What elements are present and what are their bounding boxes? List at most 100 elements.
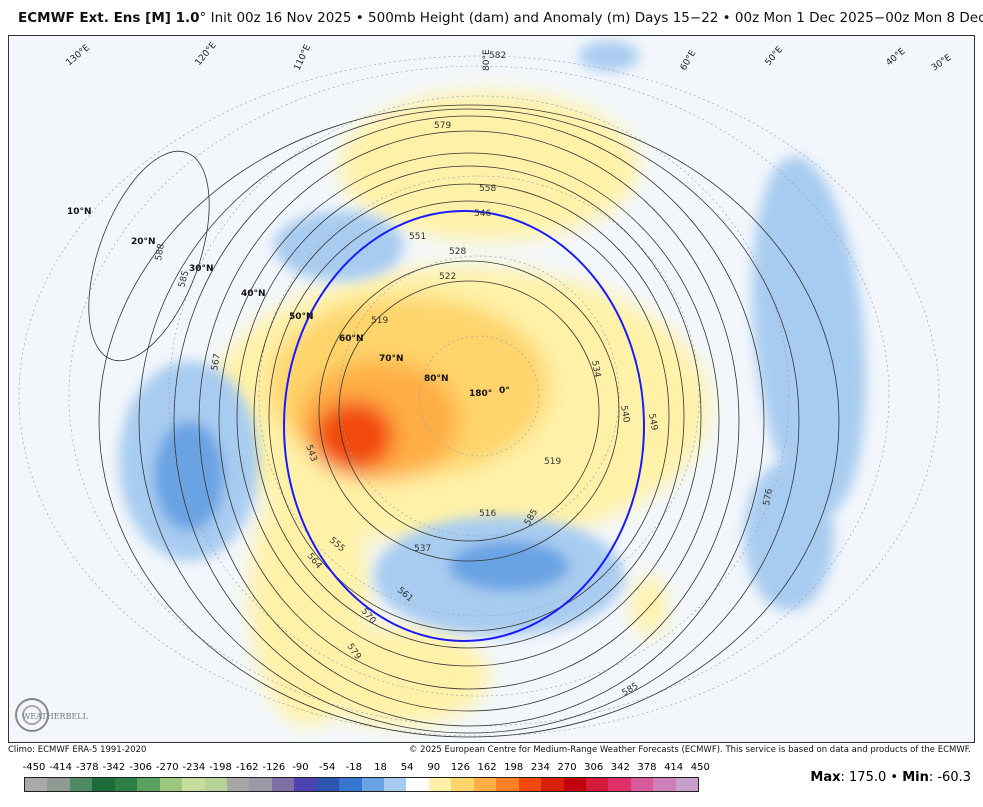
colorbar-swatch <box>361 778 384 791</box>
lon-label: 80°E <box>482 49 492 71</box>
colorbar-swatch <box>518 778 542 791</box>
colorbar-swatch <box>406 778 429 791</box>
positive-anomaly-fill <box>209 91 709 726</box>
lat-label: 80°N <box>424 374 449 384</box>
max-value: 175.0 <box>849 770 887 785</box>
colorbar-swatch <box>182 778 205 791</box>
colorbar-tick-label: 234 <box>530 762 550 773</box>
logo-swirl-icon: WEATHERBELL <box>15 698 89 732</box>
colorbar-swatch <box>339 778 362 791</box>
lat-label: 30°N <box>189 264 214 274</box>
lon-label: 60°E <box>679 48 699 72</box>
contour-label: 519 <box>544 457 561 467</box>
max-min-readout: Max: 175.0 • Min: -60.3 <box>810 770 971 785</box>
contour-label: 522 <box>439 272 456 282</box>
colorbar-swatch <box>630 778 654 791</box>
contour-label: 588 <box>154 243 167 262</box>
colorbar-swatch <box>496 778 519 791</box>
graticule <box>18 55 940 737</box>
svg-text:WEATHERBELL: WEATHERBELL <box>22 712 89 721</box>
contour-label: 546 <box>474 209 491 219</box>
colorbar-swatch <box>653 778 676 791</box>
height-contours <box>88 104 840 738</box>
colorbar-tick-label: -198 <box>209 762 232 773</box>
contour-label: 582 <box>489 51 506 61</box>
contour-label: 585 <box>621 681 641 698</box>
colorbar-tick-label: -270 <box>155 762 179 773</box>
lon-label: 110°E <box>293 43 314 72</box>
colorbar-swatch <box>25 778 48 791</box>
contour-label: 540 <box>618 405 631 424</box>
colorbar-tick-label: -378 <box>75 762 99 773</box>
period-text: Days 15−22 • 00z Mon 1 Dec 2025−00z Mon … <box>634 10 983 26</box>
contour-label: 537 <box>414 544 431 554</box>
contour-label: 549 <box>646 413 659 432</box>
contour-label: 534 <box>589 360 602 379</box>
contour-label: 528 <box>449 247 466 257</box>
colorbar-swatch <box>271 778 295 791</box>
colorbar-swatch <box>428 778 452 791</box>
map-panel: 10°N 20°N 30°N 40°N 50°N 60°N 70°N 80°N … <box>8 35 975 743</box>
colorbar-swatch <box>384 778 407 791</box>
weatherbell-logo: WEATHERBELL <box>12 695 102 737</box>
copyright-note: © 2025 European Centre for Medium-Range … <box>408 745 971 755</box>
lat-label: 40°N <box>241 289 266 299</box>
lon-label: 130°E <box>65 43 93 68</box>
map-title: ECMWF Ext. Ens [M] 1.0° Init 00z 16 Nov … <box>18 10 983 26</box>
colorbar-tick-label: 54 <box>400 762 414 773</box>
colorbar-tick-label: -306 <box>129 762 152 773</box>
colorbar-swatch <box>92 778 115 791</box>
colorbar-tick-label: 18 <box>374 762 387 773</box>
colorbar-swatch <box>137 778 160 791</box>
colorbar-tick-label: -414 <box>49 762 72 773</box>
colorbar-swatch <box>541 778 564 791</box>
colorbar-tick-label: -54 <box>318 762 336 773</box>
colorbar-swatch <box>226 778 250 791</box>
colorbar <box>24 777 699 792</box>
lat-label: 50°N <box>289 312 314 322</box>
colorbar-tick-label: -234 <box>182 762 206 773</box>
colorbar-swatch <box>294 778 317 791</box>
lat-label: 20°N <box>131 237 156 247</box>
colorbar-tick-label: 378 <box>637 762 657 773</box>
colorbar-swatch <box>114 778 138 791</box>
colorbar-swatch <box>316 778 340 791</box>
colorbar-swatch <box>69 778 93 791</box>
colorbar-tick-label: -162 <box>235 762 259 773</box>
title-text: Init 00z 16 Nov 2025 • 500mb Height (dam… <box>210 10 631 26</box>
colorbar-tick-label: 306 <box>584 762 604 773</box>
colorbar-swatch <box>204 778 227 791</box>
min-value: -60.3 <box>937 770 971 785</box>
colorbar-swatch <box>608 778 631 791</box>
map-svg: 10°N 20°N 30°N 40°N 50°N 60°N 70°N 80°N … <box>18 40 954 738</box>
contour-label: 519 <box>371 316 388 326</box>
lat-label: 60°N <box>339 334 364 344</box>
lat-label: 70°N <box>379 354 404 364</box>
colorbar-tick-label: -342 <box>102 762 126 773</box>
colorbar-tick-label: 126 <box>450 762 470 773</box>
colorbar-swatch <box>675 778 699 791</box>
lon-label: 30°E <box>930 53 954 74</box>
colorbar-tick-label: 162 <box>477 762 497 773</box>
colorbar-tick-label: 270 <box>557 762 577 773</box>
colorbar-tick-label: 198 <box>504 762 524 773</box>
colorbar-tick-label: 342 <box>610 762 630 773</box>
colorbar-tick-label: -18 <box>345 762 362 773</box>
colorbar-swatch <box>473 778 497 791</box>
colorbar-swatch <box>585 778 609 791</box>
contour-label: 567 <box>210 353 223 372</box>
model-name: ECMWF Ext. Ens [M] 1.0 <box>18 10 200 26</box>
colorbar-swatch <box>451 778 474 791</box>
colorbar-tick-label: -90 <box>292 762 309 773</box>
540-dam-contour <box>283 210 645 642</box>
colorbar-tick-label: 450 <box>690 762 710 773</box>
contour-label: 551 <box>409 232 426 242</box>
contour-label: 585 <box>177 270 191 289</box>
colorbar-tick-label: 414 <box>664 762 684 773</box>
max-label: Max <box>810 770 841 785</box>
colorbar-tick-label: -126 <box>262 762 286 773</box>
lon-label: 50°E <box>764 45 786 68</box>
lon-label: 0° <box>499 386 510 396</box>
lon-label: 40°E <box>885 47 908 69</box>
colorbar-tick-label: 90 <box>427 762 441 773</box>
